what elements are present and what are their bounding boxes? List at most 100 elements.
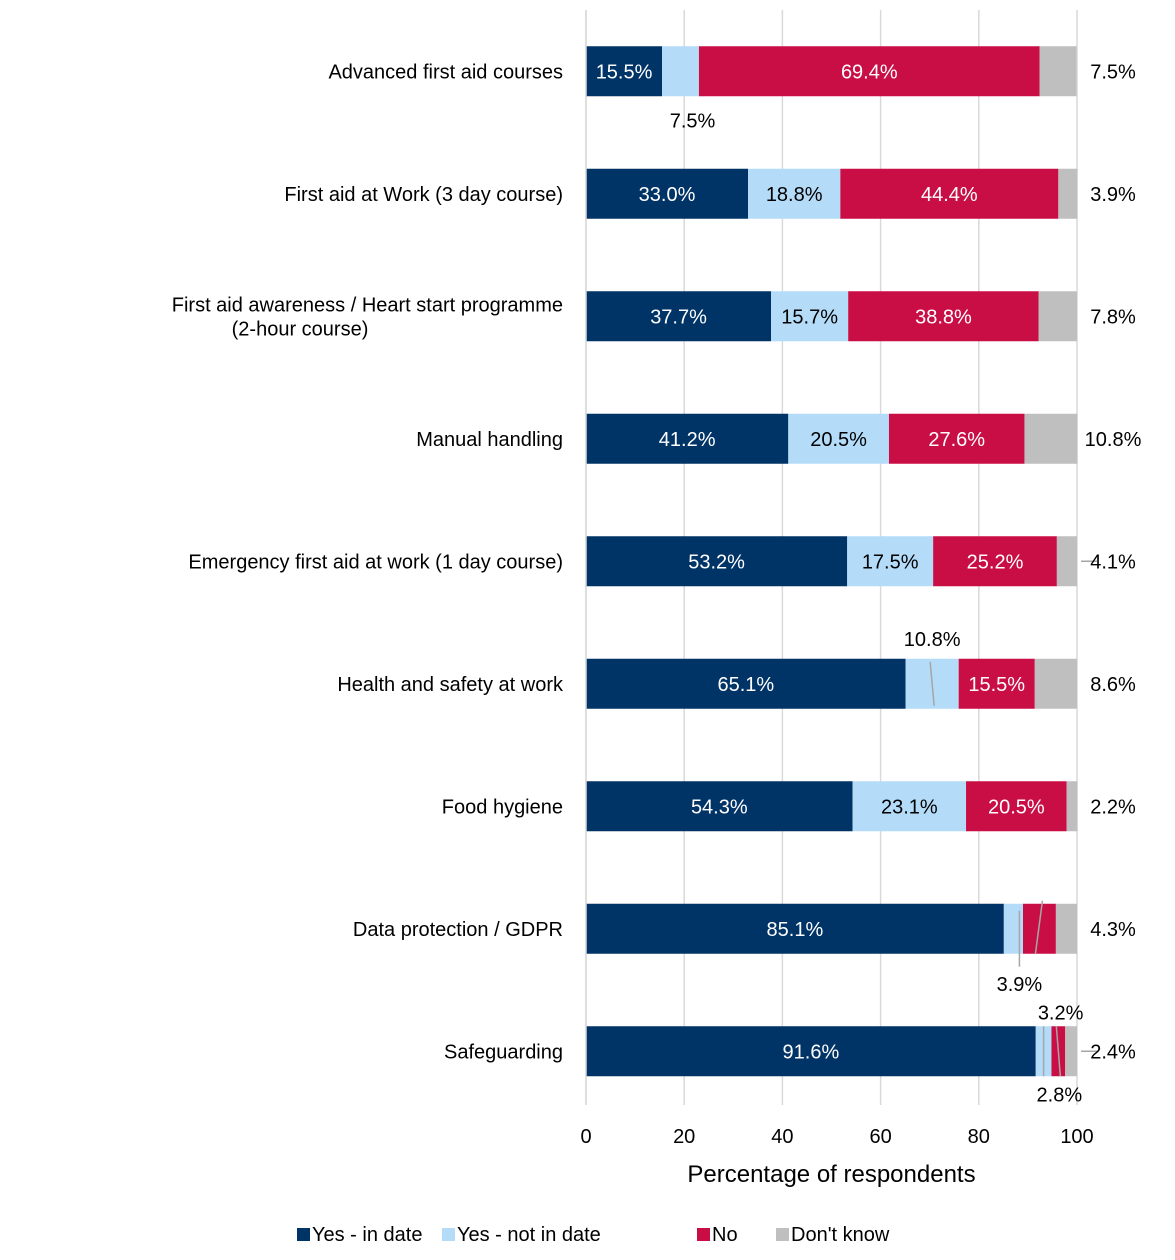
category-label: Data protection / GDPR bbox=[353, 919, 563, 941]
data-label: 8.6% bbox=[1090, 674, 1136, 696]
data-label: 4.3% bbox=[1090, 919, 1136, 941]
category-label: First aid awareness / Heart start progra… bbox=[172, 294, 563, 316]
data-label: 15.5% bbox=[596, 61, 653, 83]
leader-line bbox=[929, 661, 935, 706]
x-axis: 0 20 40 60 80 100 Percentage of respondents bbox=[580, 10, 1094, 1188]
bar-segment bbox=[586, 46, 663, 97]
data-label: 20.5% bbox=[810, 429, 867, 451]
legend-swatch bbox=[442, 1228, 455, 1241]
bar-segment bbox=[662, 46, 699, 97]
x-axis-title: Percentage of respondents bbox=[687, 1161, 975, 1188]
bar-segment bbox=[698, 46, 1040, 97]
bar-segment bbox=[1058, 168, 1078, 219]
bar-segment bbox=[586, 781, 853, 832]
category-label: Safeguarding bbox=[444, 1041, 563, 1063]
data-labels: 7.5% 15.5% 7.5% 69.4% 3.9% 33.0% 18.8% 44.4% 7.8… bbox=[596, 61, 1142, 1106]
data-label: 91.6% bbox=[783, 1041, 840, 1063]
data-label: 7.8% bbox=[1090, 306, 1136, 328]
data-label: 7.5% bbox=[1090, 61, 1136, 83]
bar-segment bbox=[586, 903, 1004, 954]
category-label: Advanced first aid courses bbox=[328, 61, 563, 83]
data-label: 44.4% bbox=[921, 184, 978, 206]
bar-segment bbox=[788, 413, 889, 464]
bar-segment bbox=[1003, 903, 1023, 954]
x-tick-label: 80 bbox=[968, 1126, 990, 1148]
bar-segment bbox=[848, 291, 1039, 342]
data-label: 3.2% bbox=[1038, 1002, 1084, 1024]
data-label: 20.5% bbox=[988, 796, 1045, 818]
bar-segment bbox=[771, 291, 849, 342]
bar-segment bbox=[1024, 413, 1078, 464]
data-label: 69.4% bbox=[841, 61, 898, 83]
x-tick-label: 60 bbox=[869, 1126, 891, 1148]
data-label: 10.8% bbox=[904, 629, 961, 651]
category-label: First aid at Work (3 day course) bbox=[284, 184, 563, 206]
legend-swatch bbox=[776, 1228, 789, 1241]
bar-segment bbox=[1065, 1026, 1077, 1077]
data-label: 38.8% bbox=[915, 306, 972, 328]
x-tick-label: 100 bbox=[1060, 1126, 1093, 1148]
bar-segment bbox=[1038, 291, 1077, 342]
data-label: 3.9% bbox=[997, 974, 1043, 996]
category-labels: Advanced first aid courses First aid at W… bbox=[172, 61, 564, 1063]
legend-label: Don't know bbox=[791, 1224, 890, 1246]
legend-swatch bbox=[297, 1228, 310, 1241]
bar-segment bbox=[586, 413, 789, 464]
x-tick-label: 0 bbox=[580, 1126, 591, 1148]
data-label: 85.1% bbox=[767, 919, 824, 941]
data-label: 27.6% bbox=[928, 429, 985, 451]
data-label: 15.7% bbox=[781, 306, 838, 328]
legend: Yes - in date Yes - not in date No Don't kn… bbox=[297, 1224, 890, 1246]
bar-segment bbox=[1066, 781, 1078, 832]
data-label: 15.5% bbox=[968, 674, 1025, 696]
bar-segment bbox=[1034, 658, 1077, 709]
x-tick-label: 40 bbox=[771, 1126, 793, 1148]
data-label: 2.4% bbox=[1090, 1041, 1136, 1063]
category-label: Food hygiene bbox=[442, 796, 563, 818]
bar-segment bbox=[888, 413, 1025, 464]
leader-line bbox=[1034, 900, 1044, 954]
bar-segment bbox=[1039, 46, 1077, 97]
legend-swatch bbox=[697, 1228, 710, 1241]
data-label: 53.2% bbox=[688, 551, 745, 573]
bar-segment bbox=[852, 781, 967, 832]
bar-segment bbox=[958, 658, 1035, 709]
data-label: 2.2% bbox=[1090, 796, 1136, 818]
bar-segment bbox=[840, 168, 1059, 219]
bar-segment bbox=[586, 658, 906, 709]
bar-segment bbox=[847, 536, 934, 587]
category-label: (2-hour course) bbox=[232, 318, 369, 340]
category-label: Manual handling bbox=[416, 429, 563, 451]
data-label: 17.5% bbox=[862, 551, 919, 573]
bar-segment bbox=[966, 781, 1067, 832]
x-tick-label: 20 bbox=[673, 1126, 695, 1148]
bar-segment bbox=[933, 536, 1057, 587]
data-label: 4.1% bbox=[1090, 551, 1136, 573]
bar-segment bbox=[586, 1026, 1036, 1077]
data-label: 37.7% bbox=[650, 306, 707, 328]
data-label: 23.1% bbox=[881, 796, 938, 818]
data-label: 41.2% bbox=[659, 429, 716, 451]
legend-label: No bbox=[712, 1224, 738, 1246]
data-label: 25.2% bbox=[967, 551, 1024, 573]
bars bbox=[586, 46, 1078, 1077]
legend-label: Yes - in date bbox=[312, 1224, 422, 1246]
bar-segment bbox=[586, 168, 749, 219]
bar-segment bbox=[586, 536, 848, 587]
bar-segment bbox=[586, 291, 772, 342]
legend-label: Yes - not in date bbox=[457, 1224, 601, 1246]
data-label: 3.9% bbox=[1090, 184, 1136, 206]
data-label: 7.5% bbox=[670, 110, 716, 132]
data-label: 18.8% bbox=[766, 184, 823, 206]
leader-line bbox=[1055, 1026, 1062, 1077]
category-label: Health and safety at work bbox=[337, 674, 564, 696]
data-label: 65.1% bbox=[717, 674, 774, 696]
bar-segment bbox=[1056, 536, 1077, 587]
bar-segment bbox=[1055, 903, 1077, 954]
data-label: 2.8% bbox=[1037, 1084, 1083, 1106]
category-label: Emergency first aid at work (1 day cours… bbox=[188, 551, 563, 573]
data-label: 54.3% bbox=[691, 796, 748, 818]
data-label: 10.8% bbox=[1085, 429, 1142, 451]
